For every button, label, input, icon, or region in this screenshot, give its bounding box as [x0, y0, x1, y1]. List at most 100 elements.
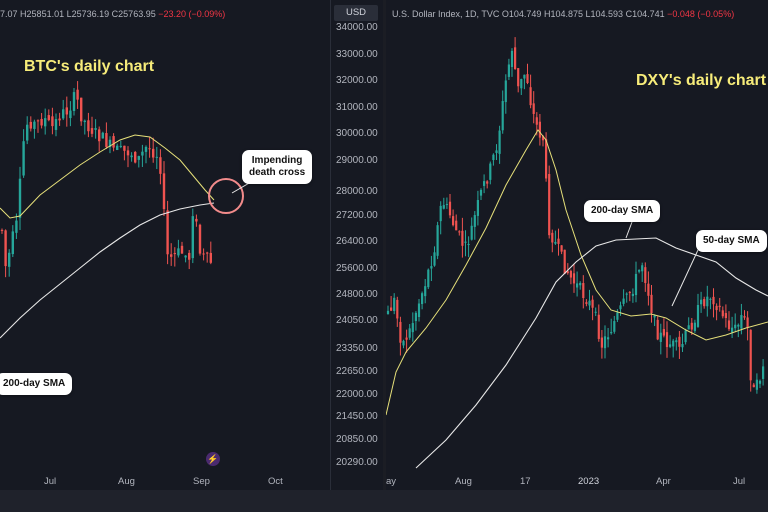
candle-body [202, 253, 205, 255]
btc-chart-panel [0, 0, 330, 490]
candle-body [721, 310, 724, 317]
candle-body [405, 337, 408, 340]
candle-body [560, 245, 563, 252]
candle-body [191, 216, 194, 259]
candle-body [87, 120, 90, 132]
candle-body [399, 321, 402, 343]
btc-date-tick-label: Jul [44, 476, 57, 487]
candle-body [421, 293, 424, 305]
candle-body [706, 296, 709, 307]
btc-price-axis [330, 0, 383, 490]
candle-body [162, 173, 166, 210]
price-tick-label: 24050.00 [336, 315, 378, 326]
candle-body [461, 230, 464, 246]
candle-body [396, 299, 399, 319]
candle-body [594, 311, 597, 313]
candle-body [11, 231, 14, 255]
candle-body [681, 343, 684, 348]
candle-body [15, 220, 18, 233]
candle-body [740, 315, 743, 329]
candle-body [105, 133, 108, 148]
candle-body [653, 315, 656, 318]
death-cross-callout-line: death cross [249, 167, 306, 178]
candle-body [576, 283, 579, 288]
candle-body [631, 293, 634, 297]
candle-body [166, 210, 169, 255]
candle-body [622, 298, 625, 304]
candle-body [58, 118, 61, 121]
death-cross-highlight-circle [208, 178, 244, 214]
price-tick-label: 22650.00 [336, 366, 378, 377]
candle-body [159, 157, 162, 174]
candle-body [411, 323, 414, 333]
price-tick-label: 33000.00 [336, 49, 378, 60]
candle-body [644, 267, 647, 283]
candle-body [445, 204, 448, 206]
candle-body [492, 154, 495, 161]
candle-body [184, 255, 187, 258]
candle-body [479, 189, 483, 196]
candle-body [495, 150, 498, 153]
candle-body [597, 314, 600, 339]
btc-time-axis [0, 470, 330, 490]
candle-body [566, 271, 569, 274]
btc-ohlc-high: H25851.01 [20, 9, 65, 19]
candle-body [152, 148, 155, 158]
candle-body [119, 145, 122, 147]
candle-body [687, 325, 690, 330]
candle-body [467, 244, 470, 246]
candle-body [600, 337, 603, 348]
btc-ohlc-change: −23.20 (−0.09%) [158, 9, 226, 19]
candle-body [69, 110, 72, 119]
btc-date-tick-label: Sep [193, 476, 210, 487]
candle-body [206, 252, 209, 254]
candle-body [144, 146, 148, 152]
candle-body [523, 74, 526, 79]
candle-body [734, 324, 737, 329]
candle-body [76, 89, 79, 100]
candle-body [588, 300, 591, 306]
candle-body [436, 225, 439, 256]
candle-body [724, 313, 727, 319]
candle-body [476, 200, 479, 216]
candle-body [526, 74, 529, 84]
death-cross-callout: Impending death cross [242, 150, 313, 184]
candle-body [470, 225, 473, 240]
dxy-date-tick-label: ay [386, 476, 397, 487]
btc-200-sma-callout: 200-day SMA [0, 373, 73, 395]
candle-body [424, 286, 427, 297]
dxy-ohlc-name: U.S. Dollar Index, 1D, TVC [392, 9, 500, 19]
price-tick-label: 31000.00 [336, 102, 378, 113]
lightning-icon[interactable]: ⚡ [206, 452, 220, 466]
price-tick-label: 32000.00 [336, 75, 378, 86]
candle-body [551, 232, 554, 243]
candle-body [712, 296, 715, 305]
candle-body [613, 321, 616, 332]
price-tick-label: 28000.00 [336, 186, 378, 197]
candle-body [548, 174, 551, 236]
candle-body [195, 218, 198, 222]
dxy-date-tick-label: Apr [656, 476, 671, 487]
candle-body [4, 230, 7, 267]
candle-body [448, 201, 452, 216]
price-tick-label: 34000.00 [336, 22, 378, 33]
candle-body [458, 231, 461, 233]
candle-body [452, 216, 455, 226]
candle-body [430, 266, 433, 269]
candle-body [173, 253, 176, 255]
candle-body [473, 215, 476, 227]
candle-body [755, 379, 758, 390]
candle-body [619, 305, 622, 310]
price-tick-label: 23350.00 [336, 343, 378, 354]
candle-body [483, 181, 486, 186]
currency-button[interactable]: USD [334, 5, 378, 21]
candle-body [628, 292, 631, 294]
candle-body [507, 64, 510, 77]
price-tick-label: 30000.00 [336, 128, 378, 139]
candle-body [18, 178, 22, 218]
dxy-date-tick-label: 2023 [578, 476, 600, 487]
dxy-chart-title: DXY's daily chart [636, 72, 767, 89]
btc-date-tick-label: Aug [118, 476, 135, 487]
price-tick-label: 20290.00 [336, 457, 378, 468]
candle-body [616, 312, 619, 320]
